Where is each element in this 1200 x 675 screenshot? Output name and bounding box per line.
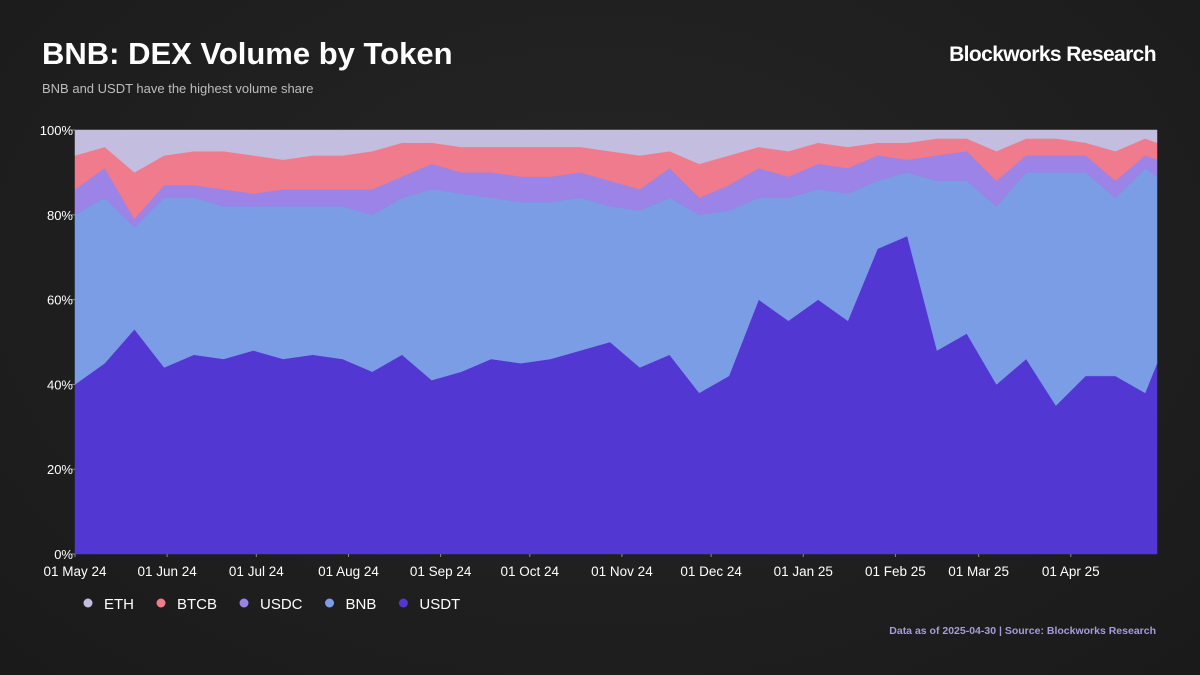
chart-subtitle: BNB and USDT have the highest volume sha… bbox=[42, 81, 313, 96]
x-tick-label: 01 Jul 24 bbox=[229, 564, 284, 579]
y-tick-label: 20% bbox=[47, 462, 73, 477]
brand: Blockworks Research bbox=[949, 43, 1156, 66]
legend-label: USDT bbox=[419, 596, 460, 613]
x-tick-label: 01 Nov 24 bbox=[591, 564, 653, 579]
x-tick-label: 01 Dec 24 bbox=[680, 564, 742, 579]
legend-label: BNB bbox=[346, 596, 377, 613]
footnote: Data as of 2025-04-30 | Source: Blockwor… bbox=[889, 625, 1156, 637]
y-tick-label: 0% bbox=[54, 547, 73, 562]
x-tick-label: 01 Jun 24 bbox=[137, 564, 197, 579]
chart-title: BNB: DEX Volume by Token bbox=[42, 36, 453, 71]
y-tick-label: 40% bbox=[47, 377, 73, 392]
x-tick-label: 01 Jan 25 bbox=[774, 564, 833, 579]
legend-label: ETH bbox=[104, 596, 134, 613]
legend-marker bbox=[325, 598, 335, 608]
x-tick-label: 01 Sep 24 bbox=[410, 564, 472, 579]
legend-marker bbox=[83, 598, 93, 608]
x-tick-label: 01 Aug 24 bbox=[318, 564, 379, 579]
legend-marker bbox=[156, 598, 166, 608]
y-tick-label: 80% bbox=[47, 208, 73, 223]
legend-marker bbox=[398, 598, 408, 608]
legend-marker bbox=[239, 598, 249, 608]
legend-label: BTCB bbox=[177, 596, 217, 613]
x-tick-label: 01 May 24 bbox=[43, 564, 107, 579]
y-tick-label: 100% bbox=[40, 123, 74, 138]
x-tick-label: 01 Oct 24 bbox=[501, 564, 560, 579]
area bbox=[74, 129, 1158, 173]
legend-label: USDC bbox=[260, 596, 303, 613]
y-tick-label: 60% bbox=[47, 293, 73, 308]
x-tick-label: 01 Apr 25 bbox=[1042, 564, 1100, 579]
x-tick-label: 01 Mar 25 bbox=[948, 564, 1009, 579]
x-tick-label: 01 Feb 25 bbox=[865, 564, 926, 579]
